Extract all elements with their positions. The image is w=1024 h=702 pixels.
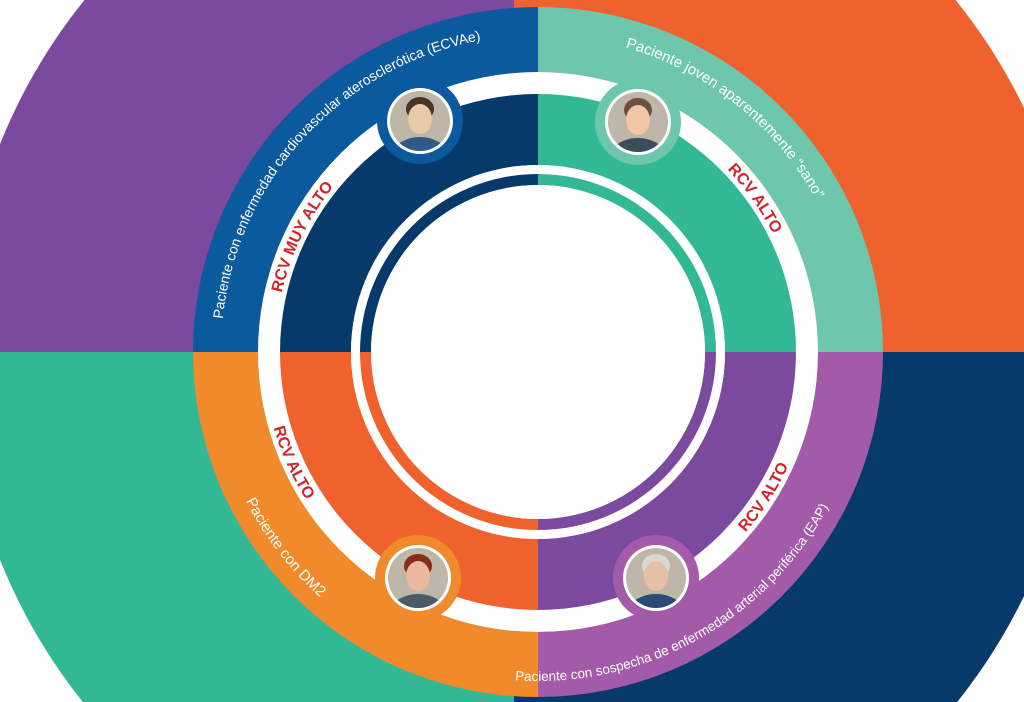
inner-band-tl	[280, 94, 538, 352]
patient-photo-man-icon	[377, 78, 463, 164]
thin-ring-br	[538, 352, 716, 530]
patient-photo-older-man-icon	[613, 535, 699, 621]
outer-band-br	[538, 352, 883, 697]
outer-band-tr	[538, 7, 883, 352]
inner-band-bl	[280, 352, 538, 610]
outer-band-tl	[193, 7, 538, 352]
center-circle	[371, 185, 705, 519]
rings	[193, 7, 883, 697]
thin-ring-bl	[360, 352, 538, 530]
thin-ring-tl	[360, 174, 538, 352]
avatars	[375, 78, 699, 621]
patient-photo-bearded-man-icon	[595, 79, 681, 165]
patient-photo-woman-icon	[375, 535, 461, 621]
thin-ring-tr	[538, 174, 716, 352]
outer-band-bl	[193, 352, 538, 697]
inner-band-tr	[538, 94, 796, 352]
inner-band-br	[538, 352, 796, 610]
